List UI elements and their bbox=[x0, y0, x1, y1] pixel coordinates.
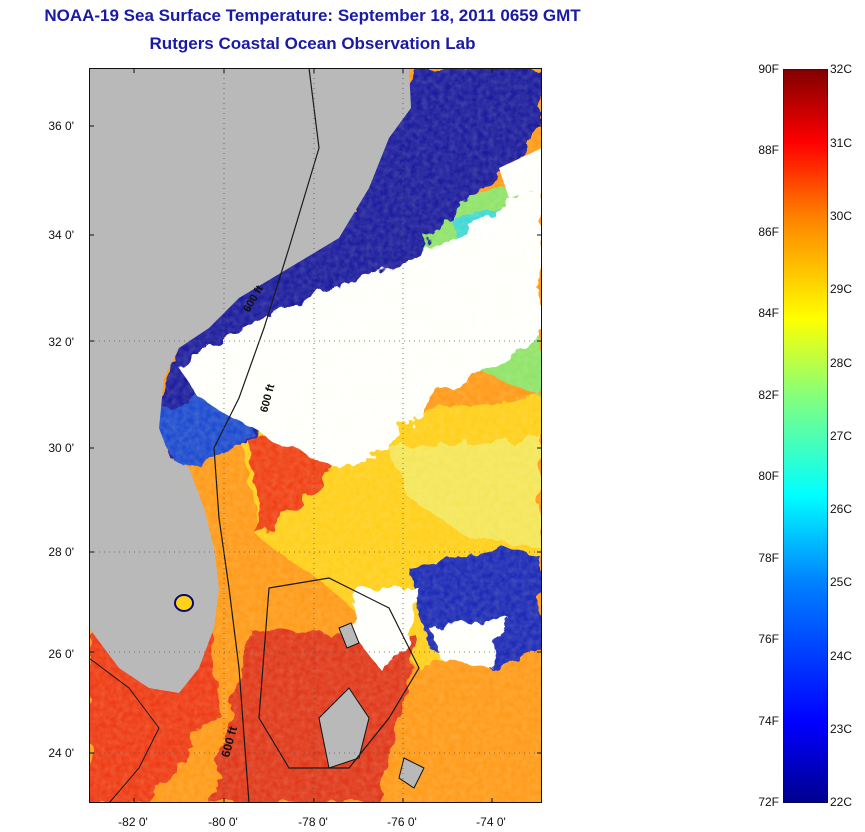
lon-label-80: -80 0' bbox=[208, 815, 238, 829]
colorbar-f-76: 76F bbox=[758, 632, 779, 646]
lat-lon-grid bbox=[89, 68, 542, 803]
colorbar-c-22: 22C bbox=[830, 795, 853, 809]
land-florida bbox=[89, 458, 219, 693]
lat-label-26: 26 0' bbox=[48, 647, 74, 661]
colorbar-f-90: 90F bbox=[758, 62, 779, 76]
colorbar-f-84: 84F bbox=[758, 306, 779, 320]
island-andros bbox=[318, 687, 370, 769]
lon-label-78: -78 0' bbox=[298, 815, 328, 829]
sst-map: 600 ft 600 ft 600 ft bbox=[89, 68, 542, 803]
lat-label-32: 32 0' bbox=[48, 335, 74, 349]
colorbar-c-23: 23C bbox=[830, 722, 853, 736]
land-us-southeast bbox=[89, 68, 411, 688]
lon-label-76: -76 0' bbox=[387, 815, 417, 829]
colorbar-gradient bbox=[783, 69, 828, 803]
lake-okeechobee bbox=[174, 594, 194, 612]
lat-label-24: 24 0' bbox=[48, 746, 74, 760]
axis-ticks bbox=[89, 68, 542, 803]
colorbar-f-72: 72F bbox=[758, 795, 779, 809]
colorbar-f-74: 74F bbox=[758, 714, 779, 728]
bathymetry-contour bbox=[213, 68, 320, 803]
colorbar-c-28: 28C bbox=[830, 356, 853, 370]
island-abaco bbox=[338, 622, 360, 649]
bathymetry-contour-bahamas bbox=[258, 577, 420, 769]
bathymetry-contour-gulf bbox=[89, 657, 160, 803]
lon-label-74: -74 0' bbox=[476, 815, 506, 829]
colorbar-c-29: 29C bbox=[830, 282, 853, 296]
map-frame bbox=[89, 68, 542, 803]
colorbar-c-26: 26C bbox=[830, 502, 853, 516]
temperature-colorbar bbox=[783, 69, 828, 803]
map-subtitle: Rutgers Coastal Ocean Observation Lab bbox=[149, 34, 476, 53]
colorbar-f-82: 82F bbox=[758, 388, 779, 402]
colorbar-f-80: 80F bbox=[758, 469, 779, 483]
colorbar-c-27: 27C bbox=[830, 429, 853, 443]
colorbar-f-78: 78F bbox=[758, 551, 779, 565]
island-exuma bbox=[398, 757, 425, 789]
colorbar-c-24: 24C bbox=[830, 649, 853, 663]
colorbar-c-25: 25C bbox=[830, 575, 853, 589]
colorbar-c-32: 32C bbox=[830, 62, 853, 76]
colorbar-f-88: 88F bbox=[758, 143, 779, 157]
lat-label-36: 36 0' bbox=[48, 119, 74, 133]
map-title: NOAA-19 Sea Surface Temperature: Septemb… bbox=[44, 6, 581, 25]
colorbar-f-86: 86F bbox=[758, 225, 779, 239]
colorbar-c-30: 30C bbox=[830, 209, 853, 223]
lat-label-34: 34 0' bbox=[48, 228, 74, 242]
colorbar-c-31: 31C bbox=[830, 136, 853, 150]
lat-label-30: 30 0' bbox=[48, 441, 74, 455]
lat-label-28: 28 0' bbox=[48, 545, 74, 559]
lon-label-82: -82 0' bbox=[118, 815, 148, 829]
